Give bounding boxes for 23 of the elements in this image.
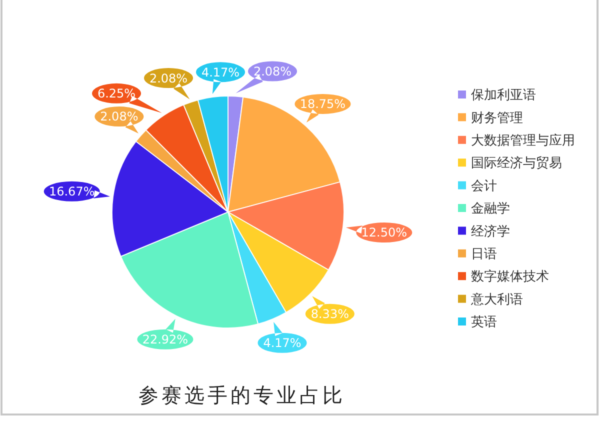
legend-label: 大数据管理与应用 xyxy=(471,132,575,148)
legend-label: 意大利语 xyxy=(470,292,523,308)
data-label: 2.08% xyxy=(100,110,138,124)
legend-label: 经济学 xyxy=(471,224,510,240)
data-label: 22.92% xyxy=(142,332,188,347)
legend-label: 国际经济与贸易 xyxy=(471,156,562,172)
legend-label: 数字媒体技术 xyxy=(471,268,549,285)
data-label: 12.50% xyxy=(361,226,408,240)
data-label: 18.75% xyxy=(300,97,346,112)
legend-label: 财务管理 xyxy=(471,110,523,126)
legend-label: 会计 xyxy=(471,178,497,194)
data-label: 6.25% xyxy=(97,86,136,101)
data-label: 2.08% xyxy=(149,71,188,86)
legend-label: 英语 xyxy=(471,315,497,330)
data-label: 8.33% xyxy=(310,307,349,322)
data-label: 4.17% xyxy=(263,336,302,350)
legend-label: 金融学 xyxy=(471,202,510,217)
legend-label: 保加利亚语 xyxy=(471,88,536,104)
data-label: 2.08% xyxy=(253,64,292,78)
data-label: 4.17% xyxy=(201,65,240,80)
data-label: 16.67% xyxy=(48,184,95,199)
text: 参赛选手的专业占比 xyxy=(138,385,346,407)
legend-label: 日语 xyxy=(471,246,497,262)
